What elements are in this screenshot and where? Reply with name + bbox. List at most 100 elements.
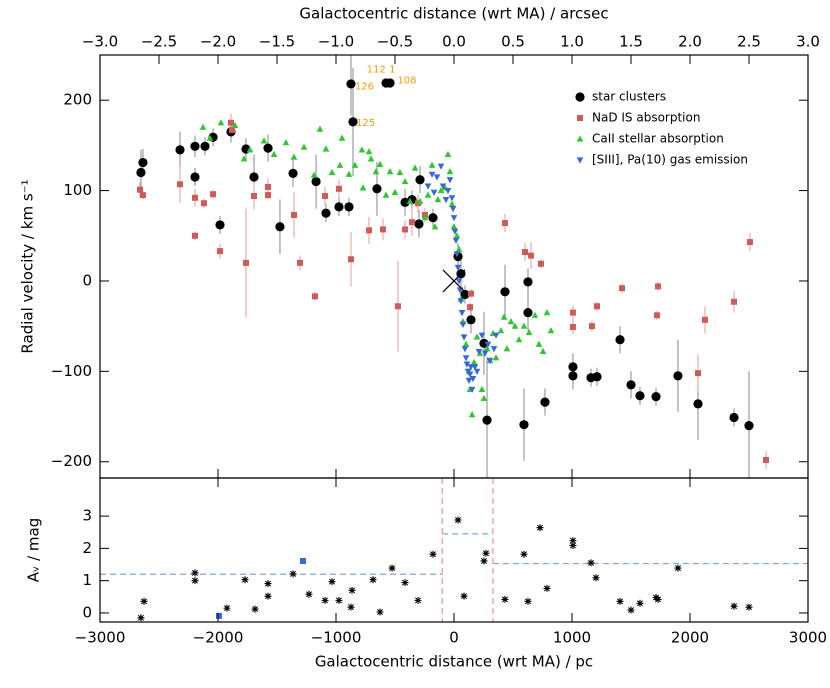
point — [251, 605, 259, 613]
point — [250, 193, 257, 199]
point — [290, 153, 298, 160]
x2-tick-label: −2.0 — [200, 33, 236, 51]
point — [288, 168, 298, 179]
point — [396, 168, 404, 176]
point — [321, 596, 329, 604]
point — [215, 612, 222, 619]
legend-marker — [577, 115, 583, 121]
plot-frame — [99, 477, 809, 623]
point — [344, 202, 354, 212]
x-tick-label: −1000 — [311, 629, 362, 647]
x2-axis-title: Galactocentric distance (wrt MA) / arcse… — [299, 5, 608, 23]
point — [515, 336, 523, 343]
point — [379, 226, 386, 233]
point — [569, 309, 576, 316]
point — [635, 391, 645, 401]
point — [744, 420, 754, 431]
point — [376, 608, 384, 616]
point — [492, 354, 500, 361]
legend-marker — [575, 92, 585, 102]
legend-label: CaII stellar absorption — [592, 132, 724, 146]
point — [500, 287, 510, 297]
point — [446, 177, 454, 184]
point — [367, 155, 375, 162]
point — [466, 315, 476, 325]
point — [695, 370, 702, 377]
point — [627, 606, 635, 614]
point — [654, 595, 662, 603]
point — [444, 150, 452, 158]
point — [421, 214, 429, 221]
point — [414, 596, 422, 604]
x-axis-title: Galactocentric distance (wrt MA) / pc — [315, 653, 593, 671]
y-tick-label: 1 — [82, 571, 92, 589]
point — [270, 150, 278, 158]
point — [231, 121, 239, 129]
point — [305, 590, 313, 598]
point — [470, 358, 478, 365]
point — [537, 260, 544, 267]
point — [539, 347, 547, 355]
point — [615, 335, 625, 345]
point — [429, 550, 437, 558]
x2-tick-label: 2.0 — [678, 33, 702, 51]
point — [138, 157, 148, 168]
point — [528, 252, 535, 259]
point — [428, 213, 438, 223]
point — [480, 394, 488, 402]
point — [524, 597, 532, 605]
point — [372, 184, 382, 194]
point — [651, 392, 661, 402]
x2-tick-label: −3.0 — [82, 33, 118, 51]
point — [240, 155, 248, 162]
point — [382, 191, 390, 198]
y-axis-title: Radial velocity / km s⁻¹ — [19, 179, 37, 353]
point — [347, 256, 354, 263]
plot-area — [136, 55, 769, 478]
point — [400, 197, 410, 207]
point — [347, 603, 355, 611]
legend-marker — [576, 135, 584, 142]
point — [191, 194, 198, 201]
point — [246, 146, 254, 153]
point — [462, 340, 470, 347]
y-axis-title: Aᵥ / mag — [25, 518, 43, 582]
annotation: 112 — [367, 64, 386, 75]
point — [376, 160, 384, 167]
point — [199, 123, 207, 130]
point — [483, 345, 491, 352]
legend-label: NaD IS absorption — [592, 111, 700, 125]
point — [229, 127, 236, 134]
point — [190, 172, 200, 182]
x-tick-label: 2000 — [671, 629, 709, 647]
point — [469, 375, 477, 383]
x-tick-label: −2000 — [193, 629, 244, 647]
point — [444, 187, 452, 195]
point — [466, 371, 474, 378]
point — [200, 141, 210, 151]
point — [140, 597, 148, 605]
point — [227, 119, 234, 126]
point — [484, 341, 492, 348]
point — [139, 192, 146, 199]
point — [242, 259, 249, 266]
point — [536, 524, 544, 532]
point — [762, 456, 769, 463]
x2-tick-label: 1.5 — [619, 33, 643, 51]
point — [414, 219, 424, 229]
x2-tick-label: 0.0 — [442, 33, 466, 51]
point — [478, 385, 486, 393]
point — [568, 362, 578, 372]
point — [475, 348, 483, 356]
point — [351, 161, 359, 168]
point — [265, 183, 272, 190]
point — [391, 188, 399, 195]
point — [729, 412, 739, 423]
point — [535, 340, 543, 347]
point — [467, 290, 474, 297]
point — [543, 308, 551, 316]
point — [264, 580, 272, 588]
point — [490, 346, 498, 353]
point — [190, 141, 200, 151]
